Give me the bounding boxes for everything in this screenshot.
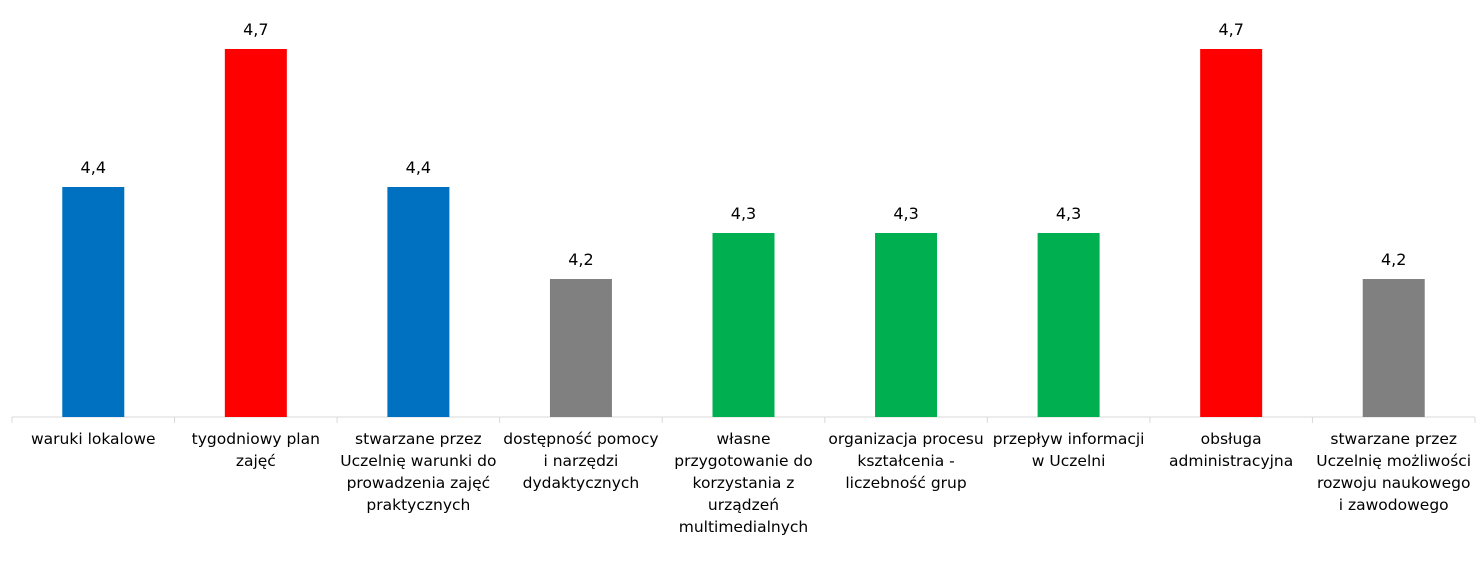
value-label: 4,3 <box>731 204 756 223</box>
x-tick-label: obsługa administracyjna <box>1169 430 1294 470</box>
bar <box>549 279 612 417</box>
x-tick-label: własne przygotowanie do korzystania z ur… <box>674 430 813 536</box>
x-tick-label: tygodniowy plan zajęć <box>191 430 320 470</box>
bar <box>875 233 938 417</box>
x-tick-label: waruki lokalowe <box>30 430 156 448</box>
bar <box>1362 279 1425 417</box>
value-label: 4,4 <box>406 158 431 177</box>
x-tick-label: stwarzane przez Uczelnię możliwości rozw… <box>1316 430 1472 514</box>
value-label: 4,3 <box>893 204 918 223</box>
value-label: 4,3 <box>1056 204 1081 223</box>
value-label: 4,2 <box>568 250 593 269</box>
bar <box>1200 49 1263 417</box>
bar <box>1037 233 1100 417</box>
x-tick-label: organizacja procesu kształcenia - liczeb… <box>828 430 984 492</box>
bar <box>62 187 125 417</box>
value-label: 4,7 <box>1218 20 1243 39</box>
x-tick-label: przepływ informacji w Uczelni <box>992 430 1145 470</box>
value-label: 4,2 <box>1381 250 1406 269</box>
value-label: 4,4 <box>81 158 106 177</box>
bar <box>712 233 775 417</box>
x-tick-label: dostępność pomocy i narzędzi dydaktyczny… <box>503 430 659 492</box>
bar <box>224 49 287 417</box>
bar <box>387 187 450 417</box>
value-label: 4,7 <box>243 20 268 39</box>
x-tick-label: stwarzane przez Uczelnię warunki do prow… <box>340 430 497 514</box>
